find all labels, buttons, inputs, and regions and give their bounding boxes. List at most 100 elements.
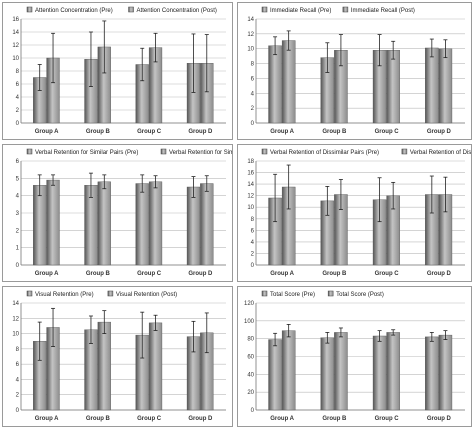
y-tick-label: 8: [251, 217, 255, 223]
bar: [268, 45, 282, 124]
legend-item: Total Score (Pre): [261, 290, 315, 298]
legend-item: Verbal Retention for Similar Pairs (Post…: [160, 148, 232, 156]
y-tick-label: 1: [16, 246, 20, 252]
legend-label: Visual Retention (Post): [116, 292, 177, 298]
y-tick-label: 4: [16, 377, 20, 383]
y-tick-label: 10: [247, 47, 254, 53]
y-tick-label: 10: [12, 332, 19, 338]
bar: [320, 337, 335, 411]
legend-swatch: [26, 290, 33, 297]
bar: [386, 332, 400, 411]
chart-svg: Total Score (Pre) Total Score (Post) 0 20 40…: [244, 290, 465, 422]
x-category-label: Group C: [137, 271, 162, 277]
x-category-label: Group C: [375, 416, 400, 422]
bar: [281, 330, 296, 411]
y-tick-label: 4: [251, 240, 255, 246]
y-tick-label: 40: [247, 372, 254, 378]
legend-label: Immediate Recall (Post): [351, 8, 415, 14]
y-tick-label: 6: [16, 362, 20, 368]
legend-label: Verbal Retention for Similar Pairs (Post…: [169, 150, 232, 156]
legend-swatch: [401, 148, 408, 155]
y-tick-label: 4: [16, 95, 20, 101]
bar: [46, 179, 60, 266]
y-tick-label: 2: [251, 251, 255, 257]
y-tick-label: 2: [16, 393, 20, 399]
x-category-label: Group D: [427, 129, 452, 135]
y-tick-label: 4: [251, 91, 255, 97]
legend-item: Visual Retention (Pre): [26, 290, 94, 298]
x-category-label: Group C: [137, 416, 162, 422]
x-category-label: Group D: [427, 271, 452, 277]
chart-svg: Visual Retention (Pre) Visual Retention (…: [12, 290, 226, 422]
legend-label: Total Score (Post): [336, 292, 384, 298]
legend: Attention Concentration (Pre) Attention C…: [26, 6, 217, 14]
x-category-label: Group C: [375, 129, 400, 135]
bar: [425, 47, 439, 124]
legend-item: Verbal Retention of Dissimilar Pairs (Po…: [401, 148, 471, 156]
y-tick-label: 5: [16, 176, 20, 182]
legend-item: Total Score (Post): [327, 290, 384, 298]
y-tick-label: 0: [16, 121, 20, 127]
bar: [438, 48, 453, 124]
chart-svg: Attention Concentration (Pre) Attention C…: [12, 6, 226, 135]
y-tick-label: 12: [12, 316, 19, 322]
y-tick-label: 2: [16, 228, 20, 234]
legend-item: Visual Retention (Post): [107, 290, 177, 298]
legend-swatch: [26, 6, 33, 13]
x-category-label: Group C: [137, 129, 162, 135]
legend-swatch: [261, 148, 268, 155]
bar: [372, 335, 387, 411]
bar: [148, 181, 163, 266]
chart-panel-verbal-retention-similar: Verbal Retention for Similar Pairs (Pre)…: [2, 144, 233, 282]
legend: Verbal Retention of Dissimilar Pairs (Pr…: [261, 148, 471, 156]
bar: [97, 181, 111, 266]
x-category-label: Group B: [322, 416, 347, 422]
y-tick-label: 3: [16, 211, 20, 217]
x-category-label: Group A: [35, 416, 59, 422]
y-tick-label: 80: [247, 337, 254, 343]
y-tick-label: 100: [244, 319, 255, 325]
x-category-label: Group B: [322, 271, 347, 277]
legend-label: Visual Retention (Pre): [35, 292, 94, 298]
legend-swatch: [327, 290, 334, 297]
legend-item: Verbal Retention for Similar Pairs (Pre): [26, 148, 138, 156]
bar: [386, 50, 400, 124]
y-tick-label: 8: [251, 62, 255, 68]
y-tick-label: 2: [251, 106, 255, 112]
bar: [334, 332, 348, 411]
y-tick-label: 8: [16, 69, 20, 75]
chart-panel-attention-concentration: Attention Concentration (Pre) Attention C…: [2, 2, 233, 140]
y-tick-label: 8: [16, 347, 20, 353]
legend-label: Verbal Retention of Dissimilar Pairs (Pr…: [270, 150, 379, 156]
chart-svg: Verbal Retention for Similar Pairs (Pre)…: [16, 148, 232, 277]
legend-label: Verbal Retention for Similar Pairs (Pre): [35, 150, 138, 156]
x-category-label: Group A: [35, 129, 59, 135]
y-tick-label: 12: [12, 43, 19, 49]
legend-label: Attention Concentration (Pre): [35, 8, 113, 14]
y-tick-label: 12: [247, 32, 254, 38]
y-tick-label: 0: [251, 121, 255, 127]
legend-swatch: [160, 148, 167, 155]
x-category-label: Group D: [188, 271, 213, 277]
x-category-label: Group A: [270, 416, 294, 422]
y-tick-label: 14: [247, 182, 254, 188]
bar: [33, 185, 47, 266]
bar: [200, 183, 214, 266]
legend-swatch: [342, 6, 349, 13]
x-category-label: Group B: [86, 271, 111, 277]
y-tick-label: 2: [16, 108, 20, 114]
bar: [186, 186, 201, 266]
chart-panel-immediate-recall: Immediate Recall (Pre) Immediate Recall (…: [237, 2, 472, 140]
y-tick-label: 6: [251, 76, 255, 82]
x-category-label: Group D: [188, 416, 213, 422]
y-tick-label: 12: [247, 194, 254, 200]
chart-svg: Immediate Recall (Pre) Immediate Recall (…: [247, 6, 465, 135]
x-category-label: Group B: [322, 129, 347, 135]
bar: [135, 183, 149, 266]
legend-swatch: [107, 290, 114, 297]
x-category-label: Group B: [86, 416, 111, 422]
bar: [268, 339, 282, 411]
legend-item: Attention Concentration (Post): [128, 6, 217, 14]
legend: Verbal Retention for Similar Pairs (Pre)…: [26, 148, 232, 156]
